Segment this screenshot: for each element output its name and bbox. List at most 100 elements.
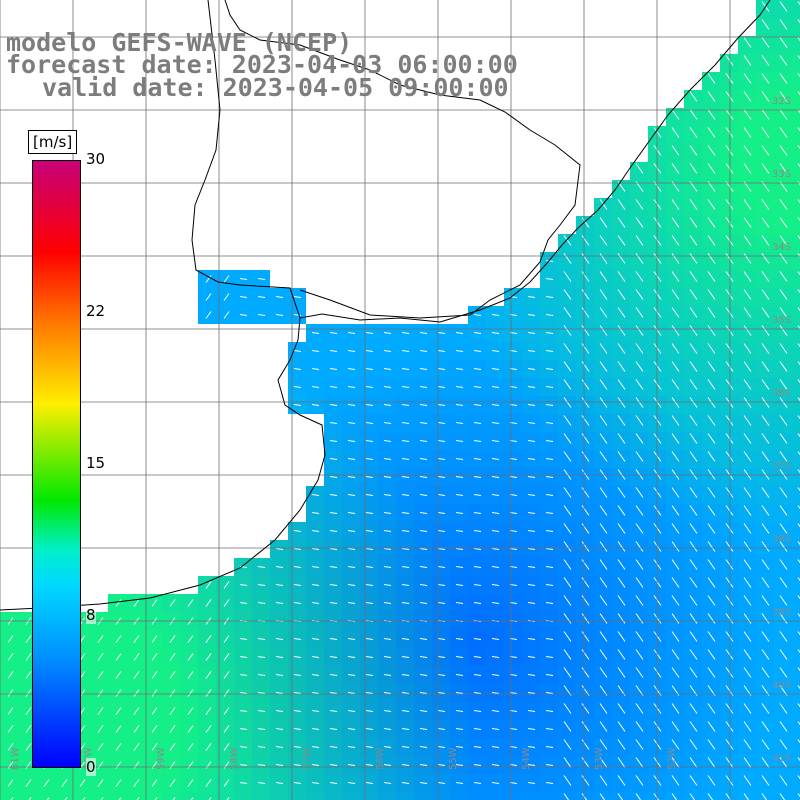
wind-cell xyxy=(720,252,738,270)
wind-arrow xyxy=(223,275,230,283)
wind-cell xyxy=(576,252,594,270)
wind-cell xyxy=(558,774,576,792)
wind-cell xyxy=(198,774,216,792)
wind-cell xyxy=(180,648,198,666)
wind-arrow xyxy=(205,293,212,301)
wind-arrow xyxy=(779,307,788,318)
wind-cell xyxy=(720,450,738,468)
wind-arrow xyxy=(635,559,644,570)
wind-arrow xyxy=(527,296,536,298)
wind-cell xyxy=(126,630,144,648)
wind-arrow xyxy=(545,368,554,370)
wind-arrow xyxy=(115,635,122,643)
wind-cell xyxy=(198,684,216,702)
wind-arrow xyxy=(653,793,660,800)
wind-cell xyxy=(756,738,774,756)
wind-cell xyxy=(612,324,630,342)
wind-cell xyxy=(504,792,522,800)
wind-cell xyxy=(198,666,216,684)
wind-cell xyxy=(720,90,738,108)
wind-cell xyxy=(612,774,630,792)
wind-arrow xyxy=(383,566,392,568)
wind-cell xyxy=(774,756,792,774)
wind-arrow xyxy=(545,440,554,442)
wind-arrow xyxy=(365,674,374,676)
wind-arrow xyxy=(365,584,374,586)
wind-arrow xyxy=(617,793,624,800)
wind-cell xyxy=(756,468,774,486)
wind-cell xyxy=(558,270,576,288)
wind-arrow xyxy=(401,422,410,424)
wind-cell xyxy=(666,360,684,378)
wind-arrow xyxy=(311,710,320,712)
wind-arrow xyxy=(563,289,572,300)
wind-arrow xyxy=(779,487,788,498)
wind-cell xyxy=(612,414,630,432)
wind-arrow xyxy=(383,584,392,586)
wind-cell xyxy=(666,504,684,522)
wind-arrow xyxy=(187,725,194,733)
wind-arrow xyxy=(205,635,212,643)
wind-arrow xyxy=(761,109,770,120)
wind-cell xyxy=(702,558,720,576)
wind-cell xyxy=(774,216,792,234)
wind-cell xyxy=(594,576,612,594)
wind-arrow xyxy=(707,721,716,732)
wind-arrow xyxy=(797,433,800,438)
longitude-label: 59W xyxy=(156,747,167,770)
wind-arrow xyxy=(365,332,374,334)
wind-cell xyxy=(90,630,108,648)
wind-arrow xyxy=(599,703,608,714)
wind-cell xyxy=(774,558,792,576)
wind-arrow xyxy=(151,635,158,643)
wind-arrow xyxy=(743,199,752,210)
wind-arrow xyxy=(761,271,770,282)
wind-arrow xyxy=(293,584,302,586)
wind-arrow xyxy=(617,595,626,606)
wind-arrow xyxy=(437,584,446,586)
wind-arrow xyxy=(365,350,374,352)
wind-cell xyxy=(558,306,576,324)
wind-arrow xyxy=(239,746,248,748)
wind-cell xyxy=(18,648,36,666)
wind-arrow xyxy=(257,566,266,568)
wind-arrow xyxy=(151,779,158,787)
wind-cell xyxy=(0,666,18,684)
wind-arrow xyxy=(653,307,662,318)
wind-cell xyxy=(594,504,612,522)
wind-cell xyxy=(198,720,216,738)
wind-arrow xyxy=(329,512,338,514)
wind-cell xyxy=(90,648,108,666)
wind-arrow xyxy=(761,613,770,624)
wind-cell xyxy=(576,468,594,486)
wind-cell xyxy=(558,630,576,648)
wind-arrow xyxy=(563,397,572,408)
wind-arrow xyxy=(293,350,302,352)
wind-arrow xyxy=(653,217,662,228)
wind-cell xyxy=(540,792,558,800)
wind-cell xyxy=(738,540,756,558)
wind-arrow xyxy=(169,689,176,697)
wind-arrow xyxy=(491,656,500,658)
wind-arrow xyxy=(133,779,140,787)
wind-arrow xyxy=(79,779,86,787)
wind-arrow xyxy=(545,494,554,496)
wind-cell xyxy=(792,702,800,720)
wind-arrow xyxy=(455,368,464,370)
wind-cell xyxy=(774,36,792,54)
wind-cell xyxy=(576,684,594,702)
wind-cell xyxy=(702,270,720,288)
wind-arrow xyxy=(419,458,428,460)
wind-cell xyxy=(162,666,180,684)
wind-cell xyxy=(0,720,18,738)
wind-cell xyxy=(90,702,108,720)
wind-cell xyxy=(756,576,774,594)
wind-arrow xyxy=(797,649,800,654)
wind-cell xyxy=(630,216,648,234)
wind-cell xyxy=(126,774,144,792)
wind-arrow xyxy=(401,458,410,460)
wind-arrow xyxy=(115,743,122,751)
wind-cell xyxy=(792,648,800,666)
wind-arrow xyxy=(473,476,482,478)
wind-arrow xyxy=(275,314,284,316)
